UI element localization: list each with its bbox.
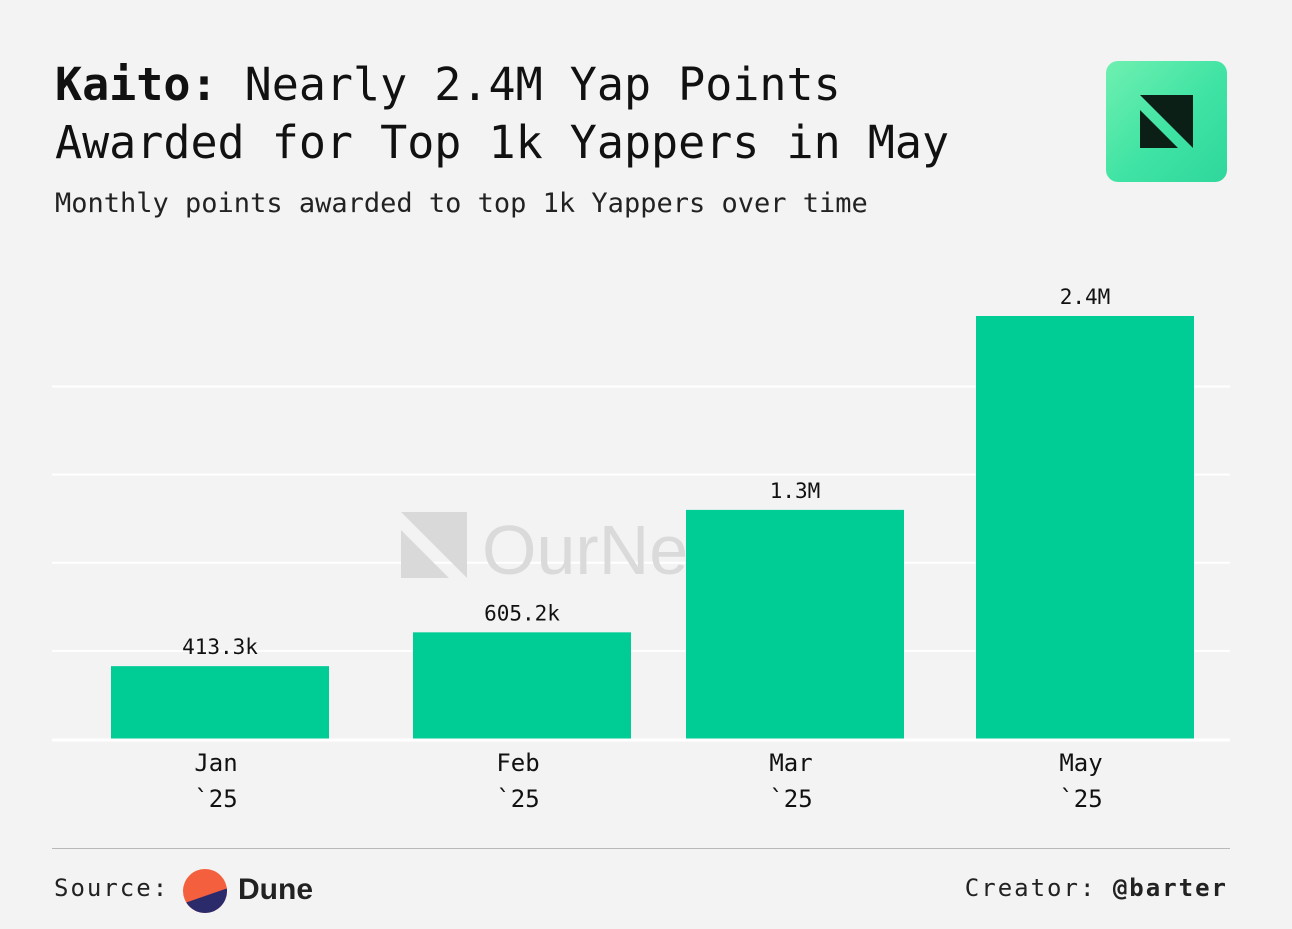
chart-title: Kaito: Nearly 2.4M Yap Points Awarded fo… — [55, 56, 1055, 172]
creator-handle: @barter — [1112, 874, 1228, 902]
data-label: 1.3M — [770, 479, 821, 503]
bar-mar — [686, 509, 904, 739]
data-label: 2.4M — [1060, 285, 1111, 309]
tick-label-year: `25 — [194, 785, 237, 813]
tick-label-year: `25 — [496, 785, 539, 813]
chart-subtitle: Monthly points awarded to top 1k Yappers… — [55, 188, 868, 219]
tick-label-year: `25 — [769, 785, 812, 813]
bar-jan — [111, 666, 329, 739]
tick-label-month: Feb — [496, 749, 539, 777]
footer-divider — [52, 848, 1230, 849]
bar-feb — [413, 632, 631, 739]
source-name: Dune — [238, 873, 313, 906]
dune-logo-icon — [182, 868, 228, 914]
data-label: 413.3k — [182, 635, 258, 659]
watermark-logo-icon-lower — [401, 530, 449, 578]
source-label: Source: — [54, 874, 170, 902]
tick-label-month: Mar — [769, 749, 812, 777]
bars — [111, 316, 1194, 739]
labels: 413.3k Jan `25 605.2k Feb `25 1.3M Mar `25 2.4M Ma… — [182, 285, 1110, 813]
tick-label-month: Jan — [194, 749, 237, 777]
tick-label-year: `25 — [1059, 785, 1102, 813]
bar-may — [976, 316, 1194, 739]
watermark-logo-icon — [401, 512, 467, 578]
ournetwork-logo-icon — [1106, 61, 1227, 182]
tick-label-month: May — [1059, 749, 1102, 777]
title-lead: Kaito: — [55, 58, 218, 111]
data-label: 605.2k — [484, 601, 560, 625]
title-rest: Nearly 2.4M Yap Points Awarded for Top 1… — [55, 58, 950, 169]
creator-credit: Creator: @barter — [965, 872, 1228, 904]
creator-label: Creator: — [964, 874, 1097, 902]
